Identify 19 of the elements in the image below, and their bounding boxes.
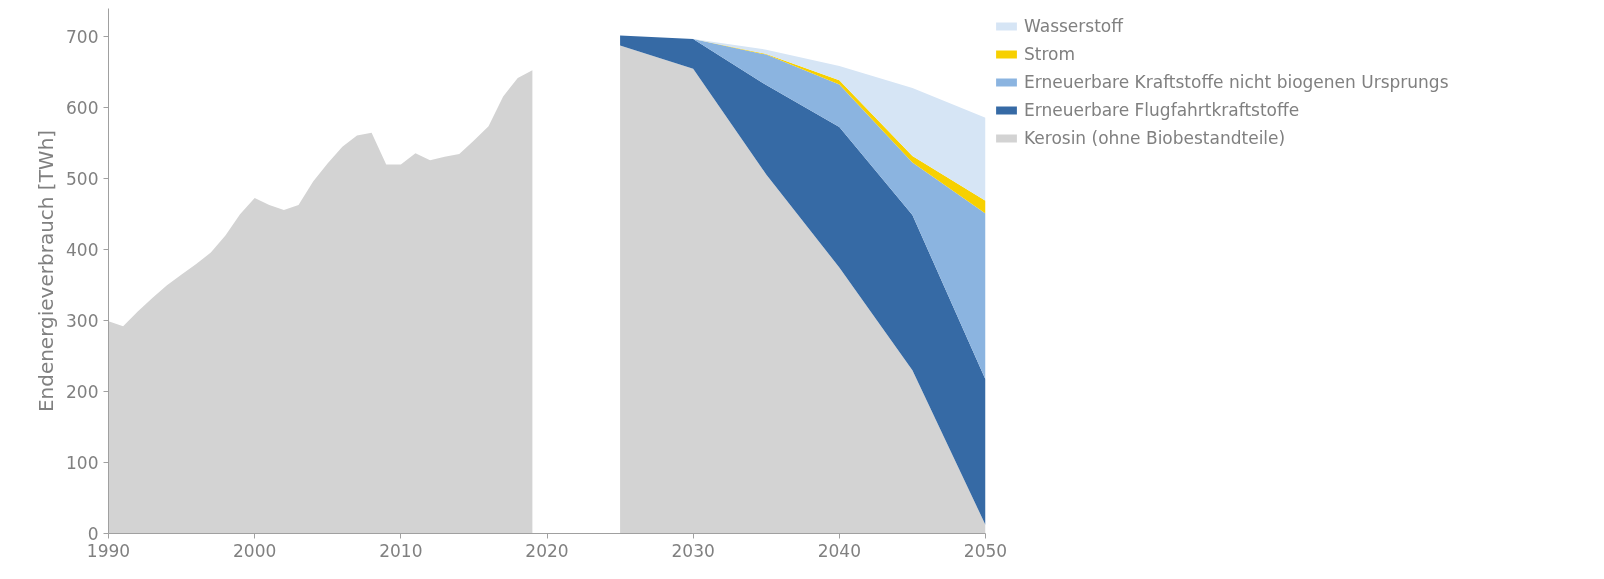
legend-label: Kerosin (ohne Biobestandteile) [1024, 128, 1286, 148]
y-tick-label: 300 [66, 311, 99, 332]
x-tick-label: 2000 [233, 540, 277, 561]
legend-label: Erneuerbare Flugfahrtkraftstoffe [1024, 100, 1300, 120]
x-tick-label: 2030 [671, 540, 715, 561]
y-tick-label: 200 [66, 382, 99, 403]
y-tick-label: 100 [66, 453, 99, 474]
x-tick-label: 2020 [525, 540, 569, 561]
y-tick-label: 500 [66, 169, 99, 190]
legend-label: Erneuerbare Kraftstoffe nicht biogenen Ursprungs [1024, 72, 1449, 92]
y-axis-title: Endenergieverbrauch [TWh] [34, 129, 59, 413]
y-tick-label: 400 [66, 240, 99, 261]
y-tick-label: 600 [66, 98, 99, 119]
y-tick-label: 700 [66, 27, 99, 48]
legend-label: Strom [1024, 44, 1076, 64]
x-tick-label: 2010 [379, 540, 423, 561]
x-tick-label: 2050 [963, 540, 1008, 561]
legend-label: Wasserstoff [1024, 16, 1123, 36]
x-tick-label: 2040 [817, 540, 861, 561]
